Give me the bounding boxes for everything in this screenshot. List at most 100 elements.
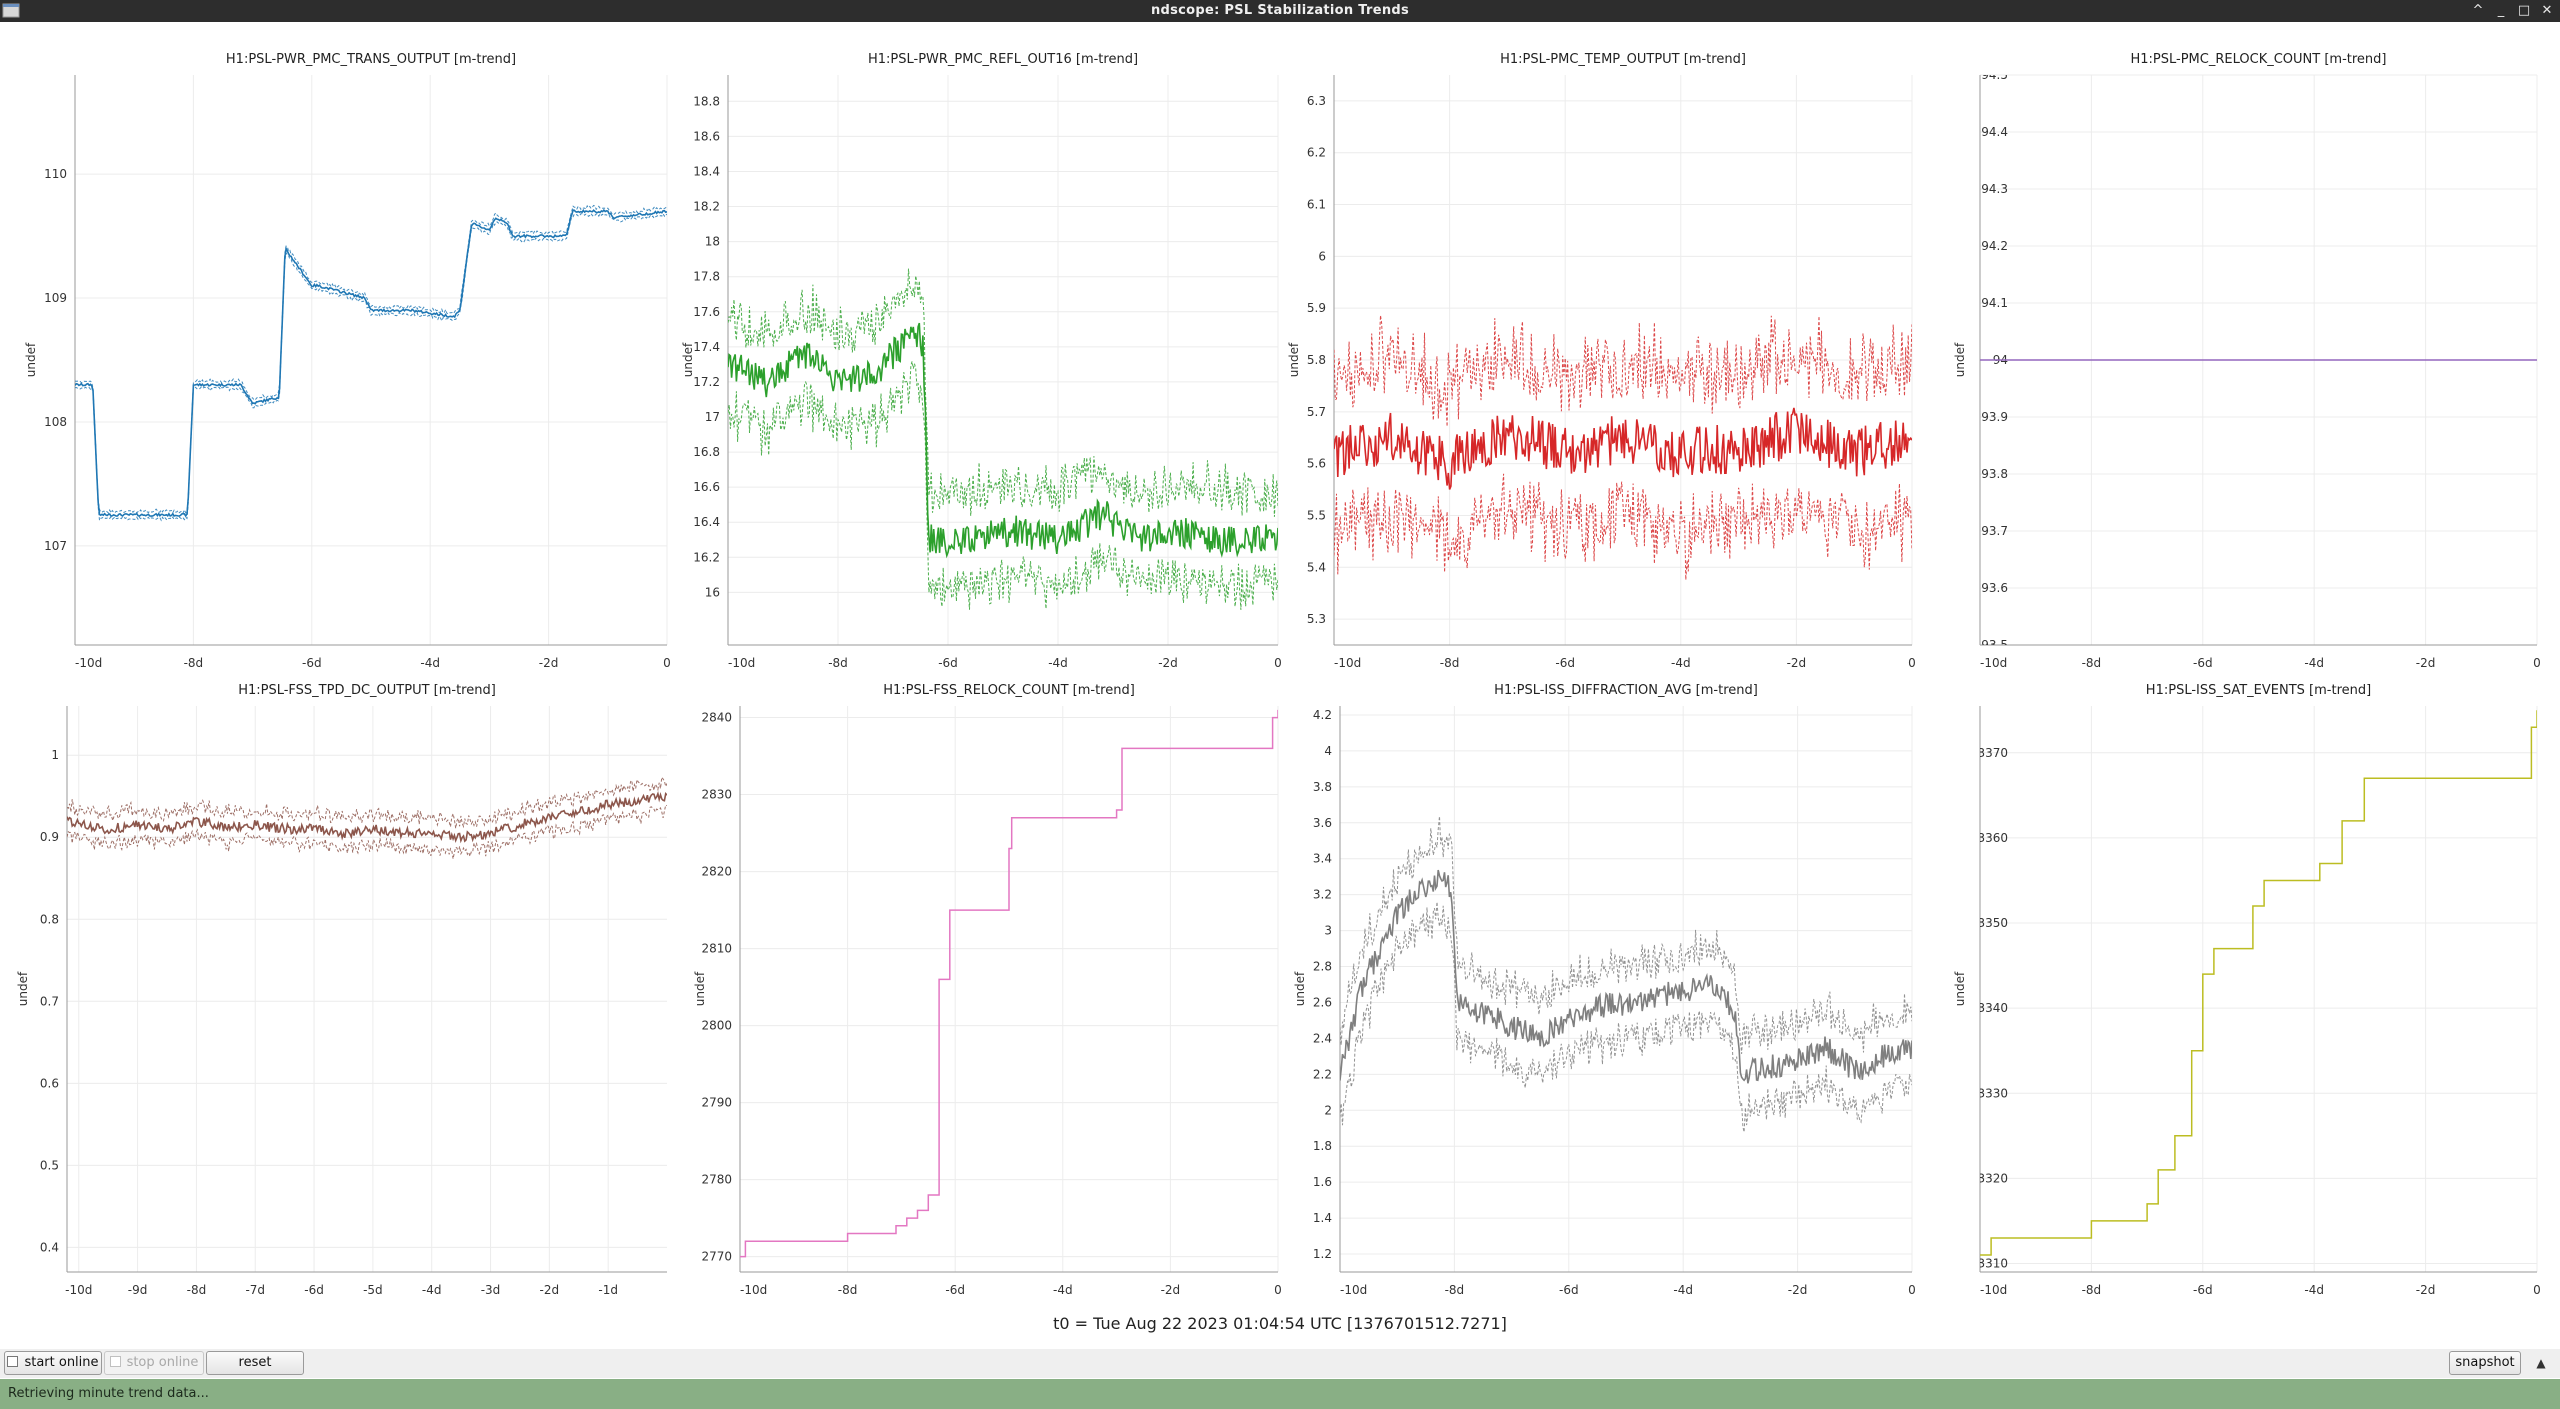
series-mean-trace xyxy=(1334,407,1912,490)
plot-panel[interactable]: H1:PSL-PWR_PMC_REFL_OUT16 [m-trend] 16 16.… xyxy=(681,52,1282,670)
y-tick-label: 94.1 xyxy=(1981,296,2008,310)
y-tick-label: 2830 xyxy=(701,788,732,802)
x-tick-label: -10d xyxy=(728,656,755,670)
plot-grid: H1:PSL-PWR_PMC_TRANS_OUTPUT [m-trend] 107… xyxy=(0,22,2560,1345)
y-axis-label: undef xyxy=(1293,971,1307,1006)
y-tick-label: 3.8 xyxy=(1313,780,1332,794)
y-tick-label: 3.6 xyxy=(1313,816,1332,830)
y-tick-label: 0.9 xyxy=(40,830,59,844)
y-tick-label: 1.8 xyxy=(1313,1139,1332,1153)
minimize-button[interactable]: _ xyxy=(2497,3,2505,18)
y-tick-label: 16.2 xyxy=(693,550,720,564)
status-bar: Retrieving minute trend data... xyxy=(0,1379,2560,1409)
plot-title: H1:PSL-FSS_TPD_DC_OUTPUT [m-trend] xyxy=(238,683,496,698)
plot-title: H1:PSL-PWR_PMC_REFL_OUT16 [m-trend] xyxy=(868,52,1138,67)
reset-button[interactable]: reset xyxy=(206,1351,304,1375)
series-mean-trace xyxy=(1340,869,1912,1084)
status-message: Retrieving minute trend data... xyxy=(8,1386,209,1401)
y-tick-label: 5.5 xyxy=(1307,508,1326,522)
y-tick-label: 18.4 xyxy=(693,164,720,178)
x-tick-label: -6d xyxy=(2193,1283,2213,1297)
x-tick-label: -9d xyxy=(128,1283,148,1297)
series-group xyxy=(1980,710,2537,1256)
x-tick-label: -8d xyxy=(184,656,204,670)
plot-panel[interactable]: H1:PSL-PMC_RELOCK_COUNT [m-trend] 93.5 93.… xyxy=(1953,52,2541,670)
plot-canvas[interactable]: H1:PSL-PWR_PMC_TRANS_OUTPUT [m-trend] 107… xyxy=(0,22,2560,1345)
y-tick-label: 109 xyxy=(44,291,67,305)
plot-panel[interactable]: H1:PSL-PWR_PMC_TRANS_OUTPUT [m-trend] 107… xyxy=(24,52,671,670)
y-tick-labels: 93.593.693.793.893.99494.194.294.394.494… xyxy=(1981,75,2008,645)
y-axis-label: undef xyxy=(1953,971,1967,1006)
y-tick-label: 108 xyxy=(44,415,67,429)
plot-panel[interactable]: H1:PSL-ISS_SAT_EVENTS [m-trend]331033203… xyxy=(1953,683,2541,1297)
x-tick-label: -4d xyxy=(1673,1283,1693,1297)
series-max-trace xyxy=(728,268,1278,517)
y-tick-label: 5.8 xyxy=(1307,353,1326,367)
plot-panel[interactable]: H1:PSL-ISS_DIFFRACTION_AVG [m-trend] 1.2 1… xyxy=(1293,683,1916,1297)
checkbox-icon xyxy=(7,1356,19,1367)
plot-title: H1:PSL-FSS_RELOCK_COUNT [m-trend] xyxy=(883,683,1135,698)
y-tick-label: 0.4 xyxy=(40,1240,59,1254)
y-tick-label: 3310 xyxy=(1977,1256,2008,1270)
x-tick-label: -10d xyxy=(65,1283,92,1297)
plot-panel[interactable]: H1:PSL-PMC_TEMP_OUTPUT [m-trend] 5.3 5.4 5.… xyxy=(1287,52,1916,670)
series-mean-trace xyxy=(75,208,667,518)
x-tick-label: -8d xyxy=(2082,656,2102,670)
y-tick-label: 93.7 xyxy=(1981,524,2008,538)
x-tick-label: -8d xyxy=(828,656,848,670)
y-tick-labels: 3310 3320 3330 3340 3350 3360 3370 xyxy=(1977,746,2008,1271)
y-tick-label: 2800 xyxy=(701,1019,732,1033)
plot-title: H1:PSL-PMC_TEMP_OUTPUT [m-trend] xyxy=(1500,52,1746,67)
series-group xyxy=(75,204,667,522)
close-button[interactable]: ✕ xyxy=(2541,3,2553,18)
plot-panel[interactable]: H1:PSL-FSS_TPD_DC_OUTPUT [m-trend] 0.4 0.5… xyxy=(16,683,667,1297)
y-tick-label: 2.8 xyxy=(1313,960,1332,974)
y-tick-label: 2820 xyxy=(701,865,732,879)
y-tick-label: 2790 xyxy=(701,1096,732,1110)
keep-above-button[interactable]: ^ xyxy=(2472,3,2484,18)
y-tick-label: 1.4 xyxy=(1313,1211,1332,1225)
x-tick-label: -2d xyxy=(2416,1283,2436,1297)
series-min-trace xyxy=(1340,901,1912,1133)
stop-online-label: stop online xyxy=(126,1355,199,1370)
x-tick-label: -8d xyxy=(838,1283,858,1297)
x-tick-label: -7d xyxy=(245,1283,265,1297)
y-tick-label: 2810 xyxy=(701,942,732,956)
y-tick-label: 16.4 xyxy=(693,515,720,529)
y-tick-label: 2.6 xyxy=(1313,995,1332,1009)
y-axis-label: undef xyxy=(693,971,707,1006)
start-online-label: start online xyxy=(24,1355,99,1370)
start-online-button[interactable]: start online xyxy=(4,1351,102,1375)
x-tick-label: -2d xyxy=(539,656,559,670)
x-tick-label: -8d xyxy=(1445,1283,1465,1297)
x-tick-label: -2d xyxy=(2416,656,2436,670)
y-tick-label: 3.2 xyxy=(1313,888,1332,902)
y-axis-label: undef xyxy=(16,971,30,1006)
series-mean-trace xyxy=(728,322,1278,559)
y-tick-label: 3 xyxy=(1324,924,1332,938)
x-tick-label: -8d xyxy=(1440,656,1460,670)
x-tick-label: 0 xyxy=(1274,1283,1282,1297)
y-tick-label: 17 xyxy=(705,410,720,424)
y-tick-label: 6 xyxy=(1318,249,1326,263)
y-axis-label: undef xyxy=(1953,342,1967,377)
y-tick-label: 2840 xyxy=(701,711,732,725)
y-tick-label: 3320 xyxy=(1977,1171,2008,1185)
stop-online-button: stop online xyxy=(104,1351,204,1375)
y-tick-label: 1.2 xyxy=(1313,1247,1332,1261)
y-tick-label: 5.4 xyxy=(1307,560,1326,574)
plot-panel[interactable]: H1:PSL-FSS_RELOCK_COUNT [m-trend] 2770 278… xyxy=(693,683,1282,1297)
series-min-trace xyxy=(75,212,667,522)
y-tick-label: 18.8 xyxy=(693,94,720,108)
x-tick-label: -4d xyxy=(1048,656,1068,670)
y-tick-label: 5.7 xyxy=(1307,405,1326,419)
title-bar[interactable]: ndscope: PSL Stabilization Trends ^ _ □ … xyxy=(0,0,2560,22)
t0-label: t0 = Tue Aug 22 2023 01:04:54 UTC [13767… xyxy=(1053,1314,1507,1333)
snapshot-button[interactable]: snapshot xyxy=(2449,1351,2521,1375)
maximize-button[interactable]: □ xyxy=(2517,3,2531,18)
x-tick-label: -2d xyxy=(1161,1283,1181,1297)
collapse-arrow-icon[interactable]: ▲ xyxy=(2536,1356,2546,1370)
y-tick-label: 16.8 xyxy=(693,445,720,459)
y-tick-label: 107 xyxy=(44,539,67,553)
x-tick-label: -10d xyxy=(1340,1283,1367,1297)
